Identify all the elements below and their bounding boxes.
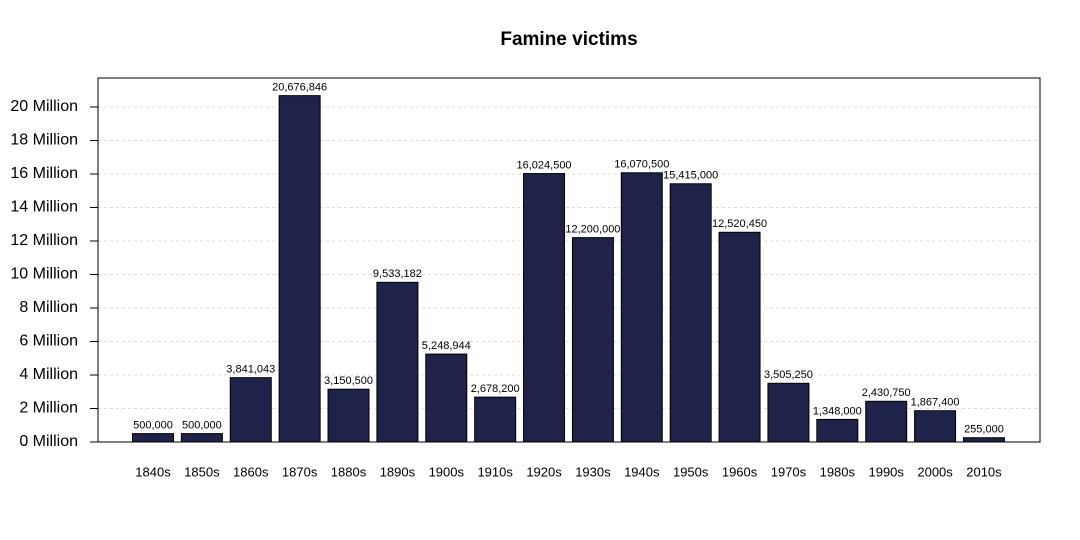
value-label: 16,024,500 bbox=[517, 159, 572, 171]
value-label: 2,678,200 bbox=[471, 383, 520, 395]
bar bbox=[425, 353, 468, 443]
y-tick-label: 18 Million bbox=[10, 132, 78, 149]
value-label: 255,000 bbox=[964, 424, 1004, 436]
bar bbox=[278, 95, 321, 443]
value-label: 1,348,000 bbox=[813, 405, 862, 417]
x-tick-label: 1860s bbox=[233, 464, 269, 479]
bar bbox=[718, 231, 761, 443]
y-tick-label: 16 Million bbox=[10, 165, 78, 182]
bar bbox=[571, 237, 614, 443]
x-tick-label: 2010s bbox=[966, 464, 1002, 479]
y-tick-label: 8 Million bbox=[19, 299, 78, 316]
x-tick-label: 1870s bbox=[282, 464, 318, 479]
bar bbox=[914, 410, 957, 443]
y-tick-label: 10 Million bbox=[10, 266, 78, 283]
y-tick-label: 2 Million bbox=[19, 400, 78, 417]
x-tick-label: 1880s bbox=[331, 464, 367, 479]
y-tick-label: 20 Million bbox=[10, 98, 78, 115]
plot-frame bbox=[97, 77, 1041, 443]
bar bbox=[523, 173, 566, 443]
x-tick-label: 2000s bbox=[917, 464, 953, 479]
value-label: 20,676,846 bbox=[272, 82, 327, 94]
value-label: 3,150,500 bbox=[324, 375, 373, 387]
bar bbox=[327, 388, 370, 443]
x-tick-label: 1990s bbox=[868, 464, 904, 479]
y-tick-label: 4 Million bbox=[19, 366, 78, 383]
bar bbox=[962, 437, 1005, 443]
x-tick-label: 1930s bbox=[575, 464, 611, 479]
value-label: 15,415,000 bbox=[663, 170, 718, 182]
value-label: 16,070,500 bbox=[614, 159, 669, 171]
bar bbox=[180, 433, 223, 443]
bar bbox=[376, 281, 419, 443]
y-tick-label: 0 Million bbox=[19, 433, 78, 450]
value-label: 5,248,944 bbox=[422, 340, 471, 352]
value-label: 12,520,450 bbox=[712, 218, 767, 230]
value-label: 9,533,182 bbox=[373, 268, 422, 280]
x-tick-label: 1940s bbox=[624, 464, 660, 479]
value-label: 1,867,400 bbox=[911, 397, 960, 409]
bar bbox=[865, 400, 908, 443]
x-tick-label: 1840s bbox=[135, 464, 171, 479]
chart-title: Famine victims bbox=[500, 29, 637, 50]
x-tick-label: 1920s bbox=[526, 464, 562, 479]
x-tick-label: 1950s bbox=[673, 464, 709, 479]
x-tick-label: 1850s bbox=[184, 464, 220, 479]
x-tick-label: 1900s bbox=[429, 464, 465, 479]
y-tick-label: 14 Million bbox=[10, 199, 78, 216]
bar bbox=[816, 418, 859, 443]
value-label: 2,430,750 bbox=[862, 387, 911, 399]
value-label: 500,000 bbox=[133, 420, 173, 432]
bar bbox=[669, 183, 712, 443]
value-label: 500,000 bbox=[182, 420, 222, 432]
x-tick-label: 1980s bbox=[820, 464, 856, 479]
x-tick-label: 1910s bbox=[477, 464, 513, 479]
value-label: 3,841,043 bbox=[226, 364, 275, 376]
x-tick-label: 1970s bbox=[771, 464, 807, 479]
y-tick-label: 6 Million bbox=[19, 333, 78, 350]
value-label: 3,505,250 bbox=[764, 369, 813, 381]
y-tick-label: 12 Million bbox=[10, 232, 78, 249]
x-tick-label: 1890s bbox=[380, 464, 416, 479]
bar bbox=[474, 396, 517, 443]
bar bbox=[132, 433, 174, 443]
bar bbox=[620, 172, 663, 443]
value-label: 12,200,000 bbox=[565, 224, 620, 236]
bar bbox=[229, 377, 272, 443]
bar bbox=[767, 382, 810, 443]
x-tick-label: 1960s bbox=[722, 464, 758, 479]
